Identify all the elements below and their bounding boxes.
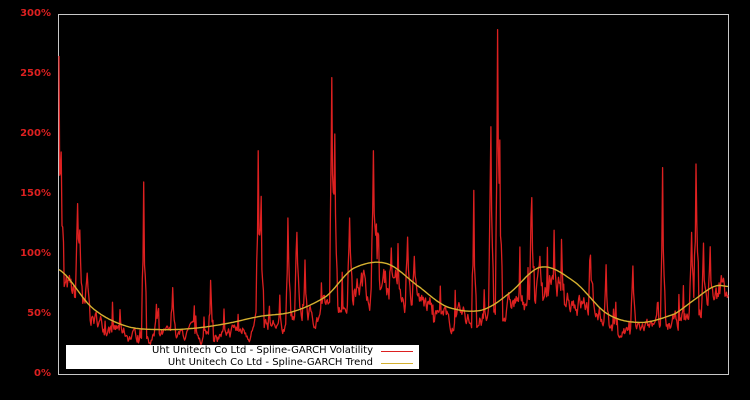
y-tick-label: 150% (20, 188, 51, 199)
legend-label-volatility: Uht Unitech Co Ltd - Spline-GARCH Volati… (152, 345, 373, 356)
y-tick-label: 250% (20, 68, 51, 79)
y-tick-label: 50% (27, 308, 51, 319)
legend: Uht Unitech Co Ltd - Spline-GARCH Volati… (66, 345, 419, 369)
volatility-series-line (58, 28, 729, 346)
legend-swatch-volatility-icon (381, 350, 413, 352)
legend-item-trend: Uht Unitech Co Ltd - Spline-GARCH Trend (168, 357, 413, 369)
plot-frame (58, 14, 729, 375)
trend-series-line (58, 261, 729, 331)
y-tick-label: 200% (20, 128, 51, 139)
legend-swatch-trend-icon (381, 362, 413, 364)
legend-item-volatility: Uht Unitech Co Ltd - Spline-GARCH Volati… (152, 345, 413, 357)
y-tick-label: 300% (20, 8, 51, 19)
y-tick-label: 0% (34, 368, 51, 379)
y-tick-label: 100% (20, 248, 51, 259)
legend-label-trend: Uht Unitech Co Ltd - Spline-GARCH Trend (167, 357, 373, 368)
